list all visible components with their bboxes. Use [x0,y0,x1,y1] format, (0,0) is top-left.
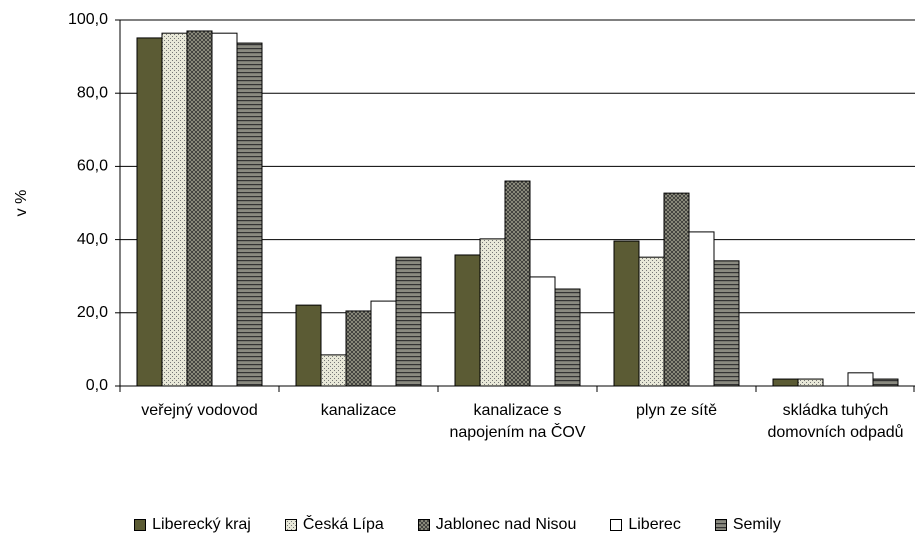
bar [713,260,740,387]
bar [186,30,213,387]
bar [797,378,824,387]
legend-label: Česká Lípa [302,516,384,533]
legend-swatch [714,519,727,531]
x-tick-label: kanalizace s napojením na ČOV [449,402,586,441]
bar [872,378,899,387]
x-tick-label: plyn ze sítě [636,402,717,419]
legend-label: Jablonec nad Nisou [435,516,577,533]
bar [211,32,238,387]
x-tick-label: kanalizace [320,402,397,419]
legend-swatch [134,519,147,531]
x-tick-label: veřejný vodovod [141,402,258,419]
bar [847,372,874,387]
bar [395,256,422,387]
bar [345,310,372,387]
y-tick-label: 0,0 [86,377,108,394]
y-tick-label: 20,0 [77,304,108,321]
bar [504,180,531,387]
legend: Liberecký kraj Česká Lípa Jablonec nad Nis… [0,516,915,534]
legend-item: Jablonec nad Nisou [417,516,577,534]
legend-label: Liberec [628,516,681,533]
y-tick-label: 100,0 [68,11,108,28]
legend-label: Liberecký kraj [152,516,251,533]
bar [688,231,715,387]
bar [295,304,322,387]
y-tick-label: 40,0 [77,231,108,248]
bar [772,378,799,387]
bar [136,37,163,387]
legend-swatch [610,519,623,531]
bar [479,238,506,387]
y-tick-label: 60,0 [77,158,108,175]
legend-swatch [417,519,430,531]
legend-item: Liberec [610,516,681,534]
bar [320,354,347,387]
bar [161,32,188,387]
legend-item: Semily [714,516,781,534]
bar [554,288,581,387]
bar [529,276,556,387]
y-tick-label: 80,0 [77,84,108,101]
legend-item: Liberecký kraj [134,516,251,534]
legend-label: Semily [732,516,781,533]
legend-swatch [284,519,297,531]
bar [370,300,397,387]
bar [236,42,263,387]
bar [638,256,665,387]
y-axis-label: v % [13,190,30,217]
legend-item: Česká Lípa [284,516,384,534]
bar [454,254,481,387]
x-tick-label: skládka tuhých domovních odpadů [767,402,904,441]
bar [613,240,640,387]
bar [663,192,690,387]
